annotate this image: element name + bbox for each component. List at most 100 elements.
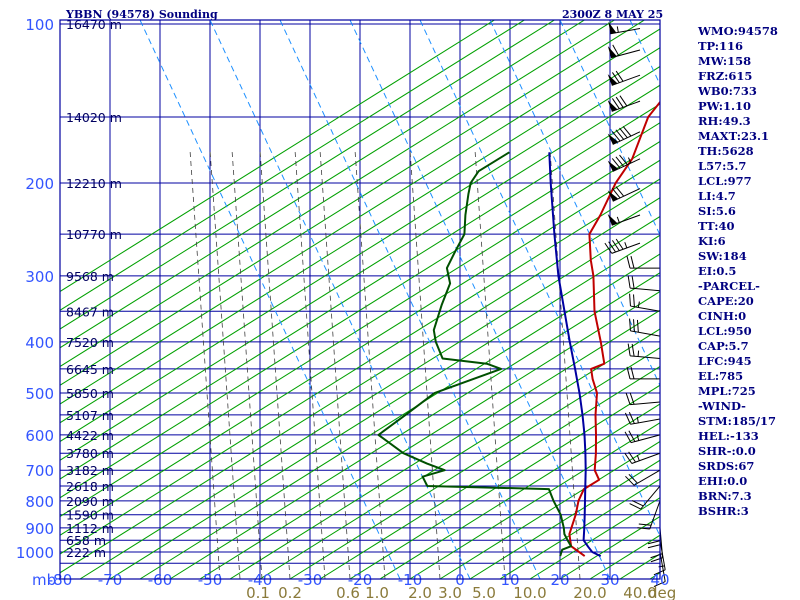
- dry-adiabat-line: [60, 47, 660, 424]
- moist-adiabat-line: [559, 20, 660, 237]
- height-label: 14020 m: [66, 110, 122, 125]
- wind-barb: [624, 451, 661, 464]
- wind-barb-half-feather: [616, 216, 620, 223]
- wind-barb-feather: [625, 475, 635, 486]
- wind-barb: [607, 154, 641, 172]
- pressure-tick-label: 400: [25, 334, 54, 352]
- height-label: 2090 m: [66, 494, 114, 509]
- dry-adiabat-line: [60, 20, 496, 293]
- wind-barb: [607, 213, 641, 226]
- wind-barb-feather: [624, 452, 633, 464]
- temperature-tick-label: 30: [600, 571, 619, 589]
- temperature-tick-label: -70: [98, 571, 123, 589]
- wind-barb: [625, 392, 661, 406]
- wind-barb-staff: [649, 500, 661, 530]
- wind-barb-feather: [629, 318, 631, 331]
- wind-barb-feather: [624, 412, 631, 425]
- mixing-ratio-label: 1.0: [365, 584, 389, 600]
- wind-barb-pennant: [608, 21, 617, 34]
- wind-barb: [637, 500, 661, 530]
- pressure-tick-label: 700: [25, 462, 54, 480]
- wind-barb-staff: [631, 452, 661, 464]
- temperature-tick-label: -20: [348, 571, 373, 589]
- wind-barb-feather: [629, 293, 631, 307]
- wind-barb-half-feather: [636, 454, 640, 461]
- mixing-ratio-label: 3.0: [438, 584, 462, 600]
- dry-adiabat-line: [60, 140, 660, 518]
- wind-barb-feather: [615, 238, 624, 250]
- temperature-line: [568, 100, 660, 557]
- dry-adiabat-line: [60, 20, 646, 386]
- stat-line: STM:185/17: [698, 414, 777, 428]
- wind-barb-staff: [630, 401, 661, 406]
- mixing-ratio-label: 0.1: [246, 584, 270, 600]
- stat-line: FRZ:615: [698, 69, 753, 83]
- y-axis-label: mb: [32, 571, 56, 589]
- wind-barb-feather: [630, 256, 635, 269]
- wind-barb-feather: [628, 430, 636, 442]
- dewpoint-line: [377, 151, 573, 557]
- wind-barb-feather: [612, 44, 620, 56]
- wind-barb-feather: [611, 240, 620, 251]
- pressure-tick-label: 900: [25, 520, 54, 538]
- wind-barb-half-feather: [616, 26, 619, 33]
- wind-barb-staff: [630, 330, 661, 337]
- dry-adiabat-line: [60, 84, 660, 461]
- height-label: 658 m: [66, 533, 106, 548]
- wind-barb-pennant: [607, 100, 618, 112]
- height-label: 10770 m: [66, 227, 122, 242]
- wind-barb-half-feather: [627, 157, 632, 164]
- moist-adiabat-line: [209, 20, 471, 579]
- wind-barb-feather: [638, 523, 652, 526]
- stat-line: SRDS:67: [698, 459, 755, 473]
- dry-adiabat-line: [259, 328, 660, 579]
- height-label: 5107 m: [66, 408, 114, 423]
- stat-line: MPL:725: [698, 384, 756, 398]
- wind-barb-feather: [615, 70, 624, 82]
- sounding-time: 2300Z 8 MAY 25: [562, 8, 664, 21]
- wind-barb: [626, 366, 660, 380]
- stat-line: TT:40: [698, 219, 735, 233]
- wind-barb-feather: [628, 451, 636, 463]
- stat-line: RH:49.3: [698, 114, 751, 128]
- moist-adiabat-line: [139, 20, 401, 579]
- stat-line: BRN:7.3: [698, 489, 752, 503]
- stat-line: LCL:950: [698, 324, 752, 338]
- wind-barb: [653, 551, 666, 588]
- stat-line: LCL:977: [698, 174, 752, 188]
- temperature-tick-label: 10: [500, 571, 519, 589]
- wind-barb: [607, 70, 641, 86]
- wind-barb: [607, 95, 641, 112]
- height-label: 5850 m: [66, 386, 114, 401]
- wind-barb-staff: [611, 74, 641, 86]
- height-label: 4422 m: [66, 428, 114, 443]
- wind-barb-feather: [604, 242, 613, 254]
- wind-barb-feather: [636, 319, 639, 333]
- wind-barb-feather: [627, 275, 631, 289]
- wind-barb-feather: [633, 319, 635, 332]
- wind-barb: [607, 44, 641, 59]
- wind-barb: [624, 412, 661, 425]
- wind-barb-feather: [631, 343, 635, 357]
- temperature-tick-label: 0: [455, 571, 465, 589]
- moist-adiabat-line: [489, 20, 660, 387]
- dry-adiabat-line: [60, 65, 660, 443]
- wind-barb-feather: [611, 131, 621, 142]
- wind-barb-staff: [611, 214, 641, 226]
- stat-line: MAXT:23.1: [698, 129, 769, 143]
- wind-barb-feather: [622, 126, 632, 137]
- wind-barb: [627, 343, 661, 359]
- wind-barb-staff: [630, 305, 661, 312]
- stat-line: L57:5.7: [698, 159, 747, 173]
- stat-line: LFC:945: [698, 354, 752, 368]
- mixing-ratio-label: 10.0: [513, 584, 546, 600]
- stat-line: SI:5.6: [698, 204, 736, 218]
- dry-adiabat-line: [289, 347, 660, 579]
- wind-barb-feather: [619, 154, 628, 166]
- wind-barb-feather: [627, 343, 631, 356]
- stat-line: KI:6: [698, 234, 726, 248]
- wind-barb-feather: [628, 412, 635, 424]
- temperature-tick-label: -10: [398, 571, 423, 589]
- dry-adiabat-line: [379, 403, 660, 579]
- wind-barb-staff: [633, 469, 661, 486]
